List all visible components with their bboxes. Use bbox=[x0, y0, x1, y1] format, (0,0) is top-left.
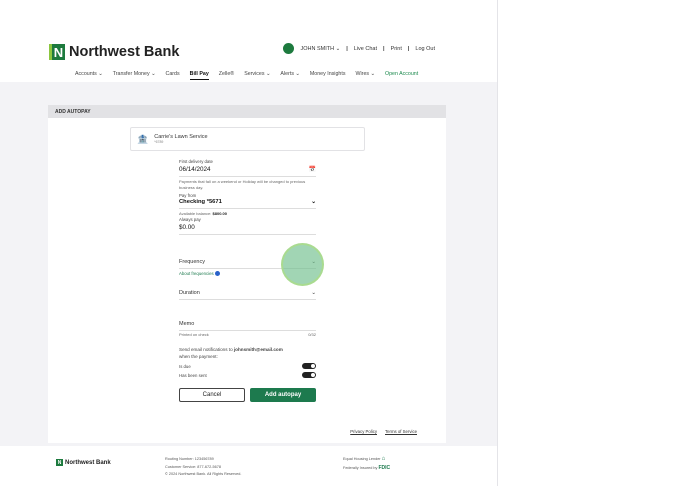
first-delivery-field[interactable]: 06/14/2024 📅 bbox=[179, 164, 316, 177]
logout-link[interactable]: Log Out bbox=[415, 45, 435, 52]
routing-number: Routing Number: 123456789 bbox=[165, 457, 214, 461]
has-been-sent-toggle[interactable] bbox=[302, 372, 316, 379]
equal-housing-icon: ⌂ bbox=[381, 456, 386, 462]
add-autopay-button[interactable]: Add autopay bbox=[250, 388, 316, 403]
fdic-logo: FDIC bbox=[378, 465, 391, 471]
print-link[interactable]: Print bbox=[390, 45, 402, 52]
about-frequencies-text: About frequencies bbox=[179, 271, 214, 276]
memo-hint: Printed on check bbox=[179, 332, 209, 338]
payee-card: 🏦 Carrie's Lawn Service *6789 bbox=[130, 127, 365, 151]
pay-from-label: Pay from bbox=[179, 193, 197, 198]
always-pay-input[interactable]: $0.00 bbox=[179, 222, 316, 235]
nav-accounts[interactable]: Accounts ⌄ bbox=[75, 71, 103, 77]
top-bar: JOHN SMITH ⌄ | Live Chat | Print | Log O… bbox=[283, 43, 435, 54]
pay-from-select[interactable]: Checking *5671 ⌄ bbox=[179, 198, 316, 209]
panel-title: ADD AUTOPAY bbox=[48, 105, 446, 118]
first-delivery-value: 06/14/2024 bbox=[179, 166, 211, 173]
nav-open-account[interactable]: Open Account bbox=[384, 71, 419, 77]
avatar[interactable] bbox=[283, 43, 295, 54]
add-autopay-panel: ADD AUTOPAY 🏦 Carrie's Lawn Service *678… bbox=[48, 105, 446, 443]
available-value: $800.00 bbox=[212, 211, 227, 216]
info-icon bbox=[214, 271, 220, 277]
logo-mark: N bbox=[56, 459, 63, 466]
logo-mark: N bbox=[49, 44, 65, 60]
calendar-icon[interactable]: 📅 bbox=[308, 167, 316, 173]
chevron-down-icon: ⌄ bbox=[311, 199, 316, 205]
footer-bank-name: Northwest Bank bbox=[65, 459, 111, 466]
duration-label: Duration bbox=[179, 290, 200, 297]
divider: | bbox=[407, 45, 410, 52]
nav-wires[interactable]: Wires ⌄ bbox=[355, 71, 375, 77]
app: N Northwest Bank JOHN SMITH ⌄ | Live Cha… bbox=[0, 0, 498, 486]
bank-name: Northwest Bank bbox=[69, 44, 180, 60]
footer: N Northwest Bank Routing Number: 12345678… bbox=[0, 446, 497, 486]
autopay-form: First delivery date 06/14/2024 📅 Payments… bbox=[179, 159, 316, 403]
always-pay-label: Always pay bbox=[179, 217, 201, 222]
fdic-prefix: Federally Insured by bbox=[343, 466, 378, 470]
nav-zelle[interactable]: Zelle® bbox=[218, 71, 235, 77]
live-chat-link[interactable]: Live Chat bbox=[353, 45, 378, 52]
first-delivery-label: First delivery date bbox=[179, 159, 213, 164]
memo-input[interactable]: Memo bbox=[179, 321, 316, 332]
nav-alerts[interactable]: Alerts ⌄ bbox=[280, 71, 300, 77]
frequency-label: Frequency bbox=[179, 259, 205, 265]
toggle-label: Has been sent bbox=[179, 372, 207, 378]
pay-from-value: Checking *5671 bbox=[179, 199, 222, 205]
click-indicator bbox=[281, 243, 324, 286]
duration-select[interactable]: Duration ⌄ bbox=[179, 290, 316, 301]
copyright: © 2024 Northwest Bank. All Rights Reserv… bbox=[165, 472, 242, 476]
memo-label: Memo bbox=[179, 321, 195, 328]
footer-logo: N Northwest Bank bbox=[56, 459, 111, 466]
toggle-label: Is due bbox=[179, 363, 191, 369]
privacy-policy-link[interactable]: Privacy Policy bbox=[350, 429, 377, 434]
nav-bill-pay[interactable]: Bill Pay bbox=[189, 71, 209, 80]
cancel-button[interactable]: Cancel bbox=[179, 388, 245, 403]
chevron-down-icon: ⌄ bbox=[311, 290, 316, 297]
main-nav: Accounts ⌄ Transfer Money ⌄ Cards Bill P… bbox=[75, 71, 418, 80]
building-icon: 🏦 bbox=[137, 133, 149, 144]
nav-transfer-money[interactable]: Transfer Money ⌄ bbox=[112, 71, 156, 77]
memo-count: 0/32 bbox=[308, 332, 316, 338]
about-frequencies-link[interactable]: About frequencies bbox=[179, 271, 316, 277]
available-label: Available balance: bbox=[179, 211, 212, 216]
is-due-toggle[interactable] bbox=[302, 363, 316, 370]
notify-suffix: when the payment: bbox=[179, 354, 218, 360]
divider: | bbox=[383, 45, 385, 52]
nav-money-insights[interactable]: Money Insights bbox=[309, 71, 346, 77]
notify-prefix: Send email notifications to bbox=[179, 347, 234, 353]
user-menu[interactable]: JOHN SMITH ⌄ bbox=[300, 45, 341, 52]
notify-email: johnsmith@email.com bbox=[233, 347, 283, 353]
terms-of-service-link[interactable]: Terms of Service bbox=[385, 429, 417, 434]
nav-services[interactable]: Services ⌄ bbox=[244, 71, 271, 77]
payee-account: *6789 bbox=[154, 140, 164, 144]
toggle-is-due-row: Is due bbox=[179, 363, 316, 370]
toggle-has-been-sent-row: Has been sent bbox=[179, 372, 316, 379]
nav-cards[interactable]: Cards bbox=[165, 71, 180, 77]
divider: | bbox=[346, 45, 348, 52]
equal-housing-text: Equal Housing Lender bbox=[343, 457, 381, 461]
customer-service: Customer Service: 877-672-5678 bbox=[165, 464, 221, 469]
payee-name: Carrie's Lawn Service bbox=[154, 134, 208, 140]
weekend-note: Payments that fall on a weekend or Holid… bbox=[179, 179, 306, 190]
bank-logo[interactable]: N Northwest Bank bbox=[49, 44, 179, 60]
